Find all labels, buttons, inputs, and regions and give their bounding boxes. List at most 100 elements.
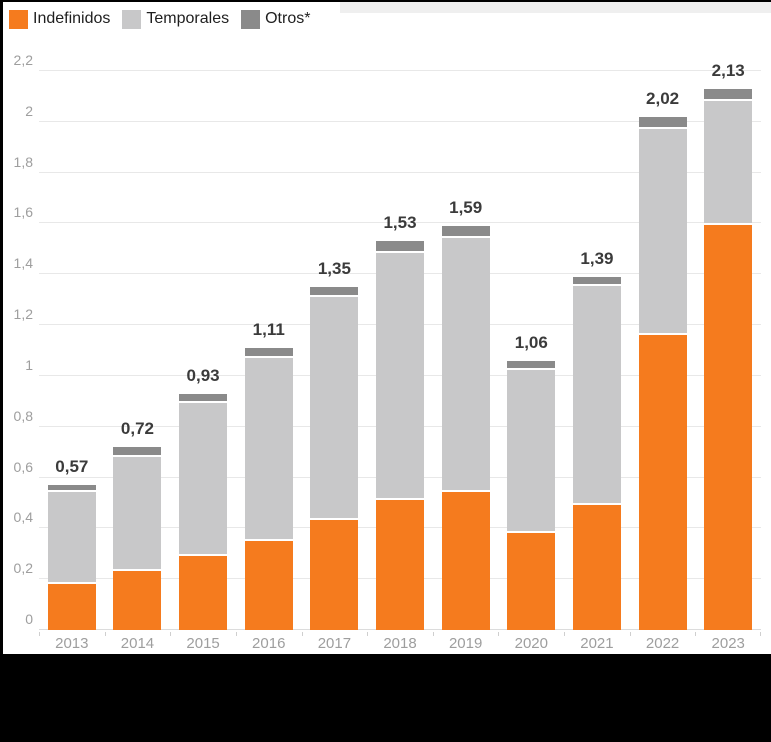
y-tick-label: 1,6 <box>13 204 33 221</box>
segment-gap <box>441 236 490 239</box>
segment-temporales-2017 <box>310 296 359 519</box>
segment-temporales-2019 <box>441 238 490 491</box>
y-tick-label: 1,8 <box>13 153 33 170</box>
gridline-2_2 <box>39 70 761 71</box>
bar-slot-2020: 1,06 <box>498 71 564 630</box>
x-axis-tick <box>498 632 500 636</box>
total-label-2023: 2,13 <box>711 60 745 80</box>
segment-otros-2014 <box>113 447 162 455</box>
bar-stack-2016 <box>244 347 293 630</box>
segment-temporales-2015 <box>179 403 228 554</box>
bar-stack-2022 <box>638 116 687 630</box>
y-tick-label: 2,2 <box>13 51 33 68</box>
total-label-2015: 0,93 <box>186 365 220 385</box>
gridline-1_6 <box>39 222 761 224</box>
legend: Indefinidos Temporales Otros* <box>9 8 322 30</box>
segment-gap <box>47 490 96 493</box>
bar-stack-2013 <box>47 485 96 630</box>
total-label-2017: 1,35 <box>317 258 351 278</box>
bar-slot-2022: 2,02 <box>630 71 696 630</box>
x-axis: 2013 2014 2015 2016 2017 2018 2019 2020 2021 2022… <box>39 632 762 656</box>
segment-indefinidos-2015 <box>179 555 228 630</box>
total-label-2019: 1,59 <box>449 198 483 217</box>
x-axis-label-2022: 2022 <box>645 635 680 652</box>
segment-gap <box>572 502 621 505</box>
x-axis-tick <box>39 632 40 636</box>
bar-stack-2019 <box>441 226 490 630</box>
chart-panel: Indefinidos Temporales Otros* 0 0,2 0,4 0,6 0,… <box>3 2 771 654</box>
x-axis-label-2019: 2019 <box>448 635 483 652</box>
segment-indefinidos-2014 <box>113 571 162 630</box>
x-axis-label-2020: 2020 <box>514 635 548 652</box>
segment-temporales-2021 <box>572 286 621 503</box>
x-axis-label-2013: 2013 <box>55 635 89 652</box>
x-axis-tick <box>235 632 237 636</box>
legend-label: Temporales <box>146 10 230 27</box>
segment-temporales-2018 <box>376 253 425 498</box>
segment-gap <box>638 126 687 129</box>
legend-swatch-icon <box>241 9 261 29</box>
segment-gap <box>507 368 556 371</box>
legend-label: Otros* <box>265 10 311 27</box>
bar-stack-2023 <box>704 88 753 630</box>
gridline-2 <box>39 120 761 122</box>
segment-otros-2023 <box>704 88 753 99</box>
y-tick-label: 0,8 <box>13 407 33 424</box>
segment-gap <box>376 497 425 500</box>
segment-temporales-2013 <box>47 492 96 582</box>
x-axis-tick <box>104 632 106 636</box>
segment-otros-2022 <box>638 116 687 127</box>
y-tick-label: 0,6 <box>13 458 33 475</box>
bar-stack-2020 <box>507 360 556 630</box>
segment-otros-2017 <box>310 287 359 295</box>
bar-stack-2018 <box>376 241 425 630</box>
total-label-2016: 1,11 <box>252 319 285 339</box>
x-axis-cell-2014: 2014 <box>104 632 171 656</box>
bottom-black-bar <box>0 654 771 742</box>
bar-slot-2016: 1,11 <box>236 71 302 630</box>
x-axis-tick <box>695 632 697 636</box>
segment-gap <box>113 454 162 457</box>
segment-gap <box>704 223 753 226</box>
legend-item-indefinidos: Indefinidos <box>9 9 110 29</box>
x-axis-label-2023: 2023 <box>711 635 745 652</box>
x-axis-tick <box>564 632 566 636</box>
x-axis-tick <box>367 632 369 636</box>
segment-indefinidos-2023 <box>704 225 753 630</box>
x-axis-label-2014: 2014 <box>120 635 155 652</box>
y-tick-label: 1 <box>25 356 33 373</box>
segment-otros-2020 <box>507 360 556 369</box>
y-tick-label: 2 <box>25 102 33 119</box>
bar-slot-2023: 2,13 <box>695 61 761 630</box>
segment-indefinidos-2022 <box>638 334 687 630</box>
total-label-2021: 1,39 <box>580 248 614 268</box>
segment-indefinidos-2017 <box>310 520 359 630</box>
total-label-2020: 1,06 <box>514 332 548 352</box>
bar-slot-2021: 1,39 <box>564 71 630 630</box>
y-axis-labels: 0 0,2 0,4 0,6 0,8 1 1,2 1,4 1,6 1,8 2 2,2 <box>3 52 33 630</box>
segment-otros-2018 <box>376 241 425 252</box>
total-label-2022: 2,02 <box>646 88 680 108</box>
x-axis-label-2016: 2016 <box>252 635 286 652</box>
segment-gap <box>179 401 228 404</box>
y-tick-label: 0 <box>25 610 33 627</box>
segment-temporales-2022 <box>638 128 687 333</box>
x-axis-tick <box>629 632 631 636</box>
legend-swatch-icon <box>9 9 28 29</box>
segment-otros-2015 <box>179 393 228 402</box>
bar-slot-2015: 0,93 <box>170 71 236 630</box>
x-axis-cell-2015: 2015 <box>170 632 236 656</box>
x-axis-label-2015: 2015 <box>186 635 220 652</box>
bar-stack-2014 <box>113 447 162 630</box>
x-axis-label-2017: 2017 <box>317 635 352 652</box>
x-axis-label-2018: 2018 <box>383 635 417 652</box>
x-axis-cell-2016: 2016 <box>235 632 302 656</box>
segment-indefinidos-2016 <box>244 540 293 630</box>
segment-gap <box>704 98 753 101</box>
segment-temporales-2023 <box>704 100 753 224</box>
x-axis-cell-2023: 2023 <box>695 632 762 656</box>
gridline-1_8 <box>39 171 761 173</box>
x-axis-cell-2018: 2018 <box>367 632 433 656</box>
segment-gap <box>441 490 490 493</box>
